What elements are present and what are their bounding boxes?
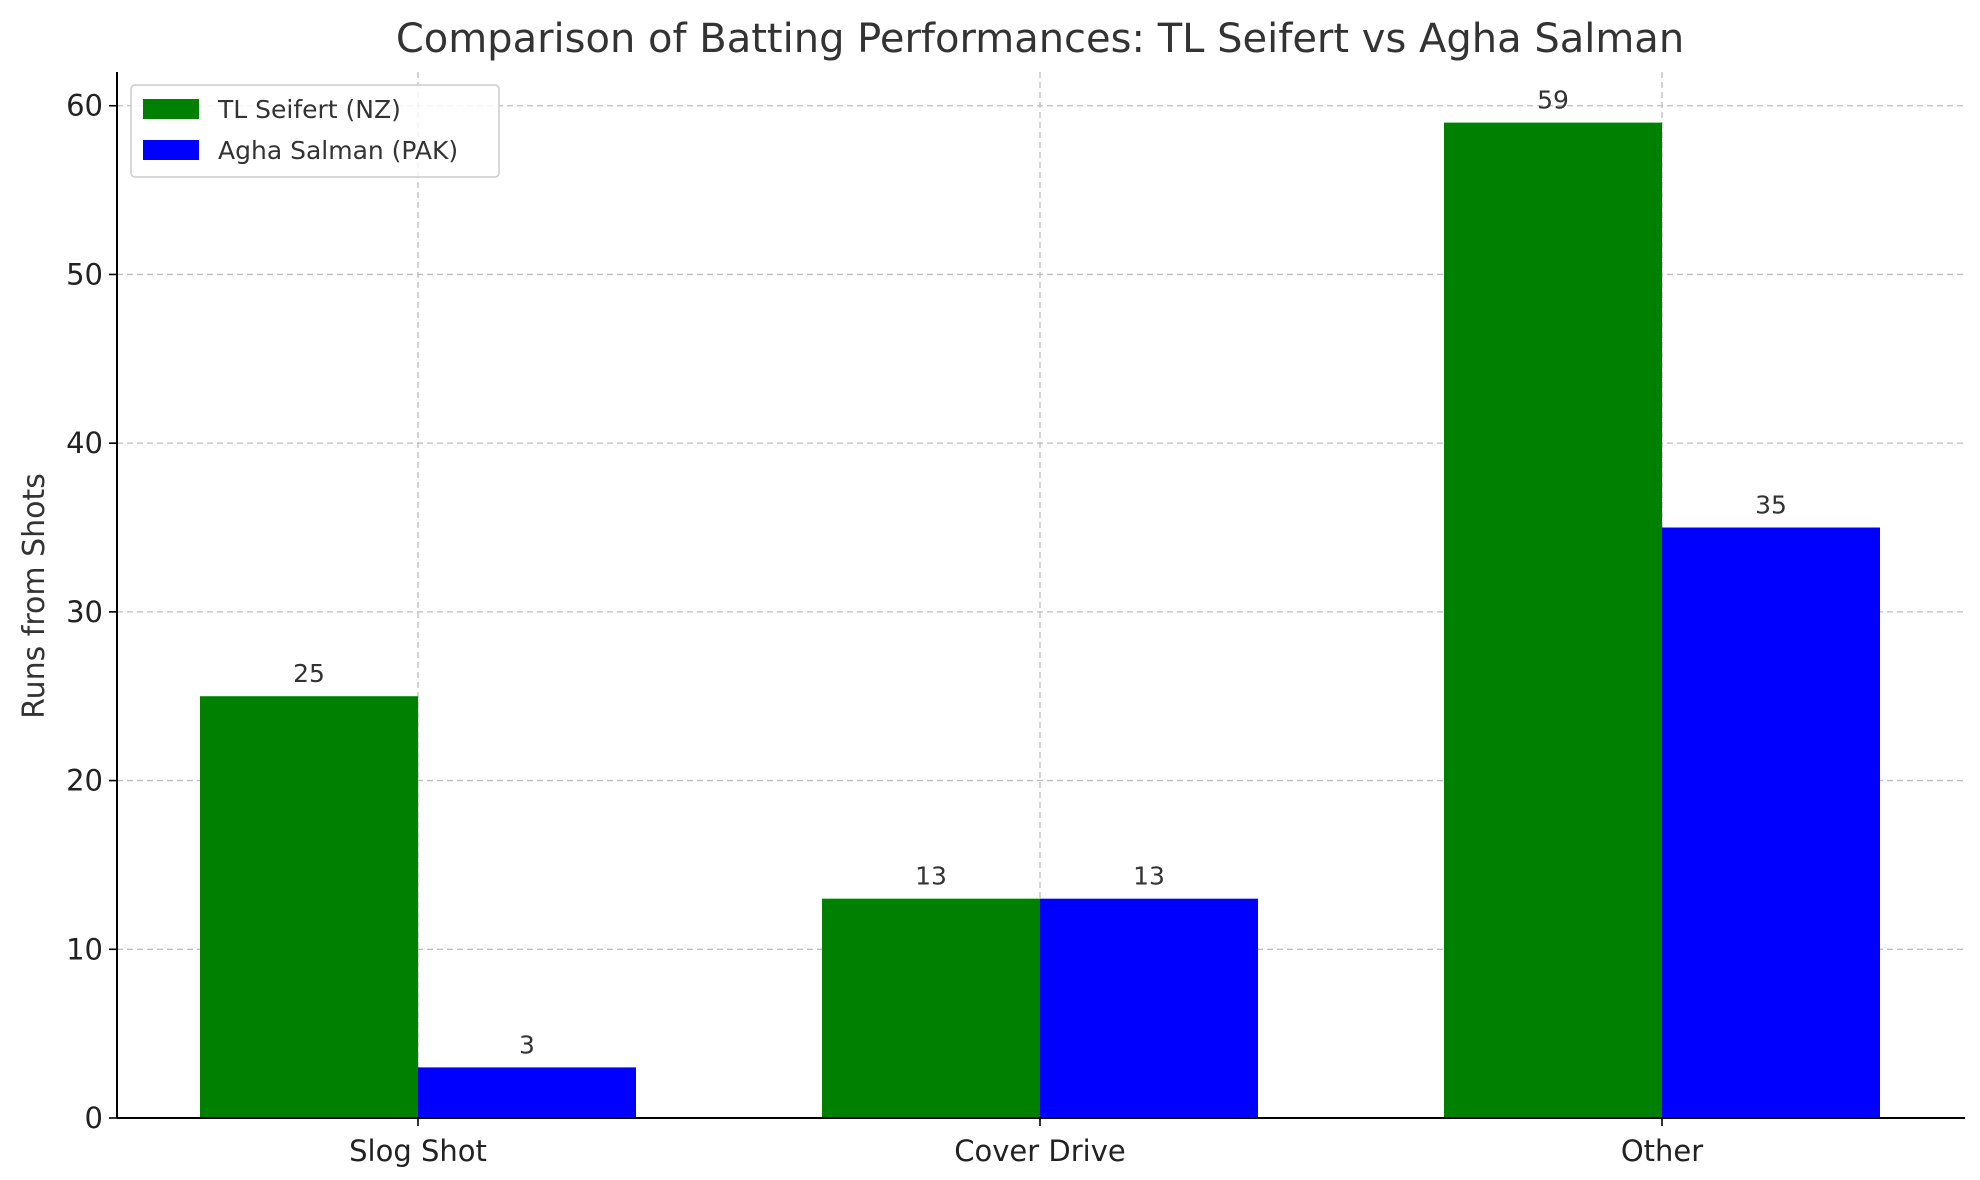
legend-label: Agha Salman (PAK) xyxy=(218,136,458,165)
x-tick-label: Slog Shot xyxy=(349,1134,487,1168)
bar-value-label: 35 xyxy=(1755,491,1787,520)
bar-value-label: 13 xyxy=(915,862,947,891)
bar-value-label: 59 xyxy=(1537,86,1569,115)
x-tick-label: Other xyxy=(1621,1134,1703,1168)
bar xyxy=(822,898,1040,1118)
bar-value-labels: 25 13 59 3 13 35 xyxy=(293,86,1787,1060)
y-tick-label: 10 xyxy=(66,932,103,966)
bar xyxy=(1662,527,1880,1118)
legend-label: TL Seifert (NZ) xyxy=(217,95,401,124)
bar xyxy=(200,696,418,1118)
axes xyxy=(116,72,1965,1119)
y-axis-label: Runs from Shots xyxy=(17,473,52,719)
x-tick-label: Cover Drive xyxy=(954,1134,1125,1168)
bars xyxy=(200,122,1880,1118)
bar-value-label: 25 xyxy=(293,659,325,688)
bar xyxy=(1444,122,1662,1118)
y-tick-label: 50 xyxy=(66,257,103,291)
y-tick-label: 40 xyxy=(66,426,103,460)
y-tick-label: 0 xyxy=(85,1101,103,1135)
bar-value-label: 13 xyxy=(1133,862,1165,891)
y-tick-label: 60 xyxy=(66,89,103,123)
bar-value-label: 3 xyxy=(519,1030,535,1059)
legend: TL Seifert (NZ) Agha Salman (PAK) xyxy=(130,84,500,178)
chart-title: Comparison of Batting Performances: TL S… xyxy=(396,16,1684,62)
bar xyxy=(418,1067,636,1118)
y-tick-label: 20 xyxy=(66,764,103,798)
tick-labels: 0 10 20 30 40 50 60 Slog Shot Cover Drive Other xyxy=(66,89,1703,1168)
legend-swatch xyxy=(143,99,199,119)
legend-box xyxy=(130,84,500,178)
bar xyxy=(1040,898,1258,1118)
y-tick-label: 30 xyxy=(66,595,103,629)
legend-swatch xyxy=(143,140,199,160)
